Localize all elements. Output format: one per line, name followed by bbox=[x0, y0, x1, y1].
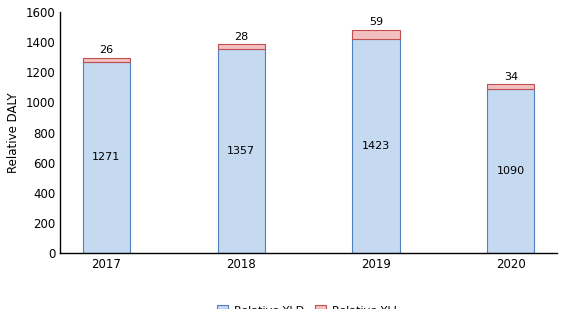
Bar bbox=[487, 89, 535, 253]
Bar bbox=[83, 58, 130, 61]
Bar bbox=[352, 39, 400, 253]
Text: 1090: 1090 bbox=[497, 166, 525, 176]
Text: 34: 34 bbox=[504, 71, 518, 82]
Legend: Relative YLD, Relative YLL: Relative YLD, Relative YLL bbox=[213, 301, 404, 309]
Text: 26: 26 bbox=[99, 45, 113, 55]
Bar bbox=[218, 49, 265, 253]
Bar bbox=[487, 84, 535, 89]
Text: 1423: 1423 bbox=[362, 141, 390, 151]
Bar bbox=[218, 44, 265, 49]
Text: 1357: 1357 bbox=[227, 146, 255, 156]
Text: 28: 28 bbox=[234, 32, 248, 42]
Text: 1271: 1271 bbox=[92, 152, 121, 163]
Text: 59: 59 bbox=[369, 18, 383, 28]
Bar bbox=[83, 61, 130, 253]
Y-axis label: Relative DALY: Relative DALY bbox=[7, 92, 20, 173]
Bar bbox=[352, 30, 400, 39]
